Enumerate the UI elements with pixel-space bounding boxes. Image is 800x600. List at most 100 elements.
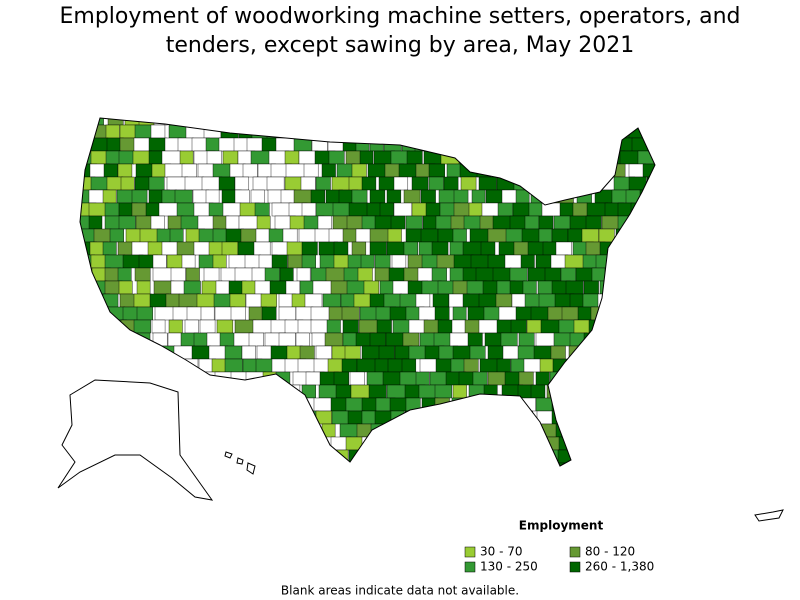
map-area — [548, 124, 567, 139]
map-area — [443, 176, 459, 191]
map-area — [254, 202, 270, 217]
map-area — [286, 397, 304, 412]
map-area — [198, 254, 215, 269]
map-area — [518, 371, 534, 386]
map-area — [639, 189, 655, 204]
map-area — [369, 332, 387, 347]
map-area — [635, 267, 655, 282]
map-area — [556, 176, 578, 191]
map-area — [200, 397, 221, 412]
map-area — [383, 293, 403, 308]
map-area — [506, 137, 527, 152]
map-area — [586, 202, 608, 217]
map-area — [357, 462, 377, 466]
map-area — [236, 384, 251, 399]
map-area — [386, 189, 402, 204]
map-area — [648, 228, 655, 243]
map-area — [312, 124, 332, 139]
legend-title: Employment — [519, 519, 604, 533]
map-area — [219, 332, 235, 347]
map-area — [349, 371, 365, 386]
map-area — [580, 397, 600, 412]
map-area — [612, 423, 631, 438]
map-area — [150, 215, 165, 230]
map-area — [304, 293, 323, 308]
map-area — [657, 320, 673, 333]
map-area — [617, 306, 635, 321]
map-area — [620, 371, 635, 386]
map-area — [266, 449, 282, 464]
map-area — [80, 228, 96, 243]
map-area — [133, 137, 151, 152]
map-area — [659, 411, 679, 424]
map-area — [88, 215, 103, 230]
map-area — [214, 371, 233, 386]
map-area — [245, 293, 263, 308]
map-area — [133, 358, 148, 373]
map-area — [535, 371, 550, 386]
map-area — [572, 449, 588, 464]
map-area — [238, 215, 259, 230]
map-area — [119, 293, 137, 308]
map-area — [209, 384, 228, 399]
map-area — [104, 332, 125, 347]
map-area — [425, 202, 441, 217]
map-area — [649, 137, 655, 152]
map-area — [187, 371, 207, 386]
map-area — [631, 332, 650, 347]
map-area — [105, 124, 120, 139]
map-area — [487, 410, 509, 425]
map-area — [382, 371, 402, 386]
map-area — [379, 202, 395, 217]
map-area — [494, 462, 513, 466]
map-area — [136, 306, 153, 321]
map-area — [345, 150, 362, 165]
map-area — [165, 293, 180, 308]
map-area — [361, 176, 377, 191]
map-area — [480, 241, 496, 256]
map-area — [415, 293, 431, 308]
map-area — [166, 176, 189, 191]
map-area — [353, 293, 372, 308]
map-area — [341, 306, 360, 321]
map-area — [535, 254, 553, 269]
map-area — [200, 306, 215, 321]
map-area — [311, 137, 328, 152]
map-area — [301, 384, 316, 399]
map-area — [256, 118, 274, 126]
map-area — [285, 163, 305, 178]
map-area — [462, 137, 480, 152]
map-area — [187, 410, 207, 425]
map-area — [224, 345, 243, 360]
map-area — [613, 254, 628, 269]
map-area — [456, 423, 476, 438]
map-area — [252, 319, 274, 334]
map-area — [361, 215, 377, 230]
map-area — [391, 254, 407, 269]
map-area — [90, 176, 110, 191]
map-area — [241, 397, 261, 412]
map-area — [133, 319, 151, 334]
map-area — [452, 306, 467, 321]
map-area — [468, 397, 485, 412]
map-area — [378, 345, 395, 360]
map-area — [630, 118, 649, 126]
map-area — [315, 345, 332, 360]
map-area — [450, 462, 468, 466]
map-area — [411, 176, 429, 191]
map-area — [315, 176, 331, 191]
map-area — [637, 150, 655, 165]
map-area — [225, 215, 240, 230]
map-area — [487, 371, 508, 386]
map-area — [216, 319, 234, 334]
map-area — [583, 280, 599, 295]
map-area — [495, 293, 513, 308]
map-area — [652, 449, 655, 464]
map-area — [102, 241, 117, 256]
map-area — [278, 332, 296, 347]
map-area — [483, 384, 498, 399]
map-area — [512, 449, 532, 464]
map-area — [106, 176, 124, 191]
map-area — [521, 423, 542, 438]
map-area — [178, 423, 199, 438]
